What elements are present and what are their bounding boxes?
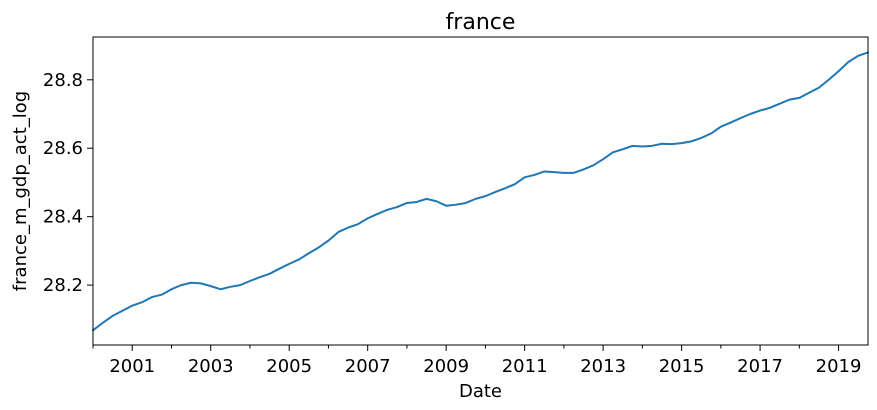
y-axis: 28.2 28.4 28.6 28.8 bbox=[43, 70, 93, 296]
y-tick-label: 28.4 bbox=[43, 207, 83, 228]
x-tick-label: 2011 bbox=[502, 356, 548, 377]
x-tick-label: 2003 bbox=[188, 356, 234, 377]
x-tick-label: 2001 bbox=[109, 356, 155, 377]
y-tick-label: 28.8 bbox=[43, 70, 83, 91]
plot-frame bbox=[92, 36, 869, 346]
x-tick-label: 2017 bbox=[737, 356, 783, 377]
y-tick-label: 28.2 bbox=[43, 275, 83, 296]
x-tick-label: 2013 bbox=[580, 356, 626, 377]
x-tick-label: 2019 bbox=[816, 356, 862, 377]
x-tick-label: 2015 bbox=[659, 356, 705, 377]
series-line bbox=[92, 51, 869, 332]
x-tick-label: 2007 bbox=[345, 356, 391, 377]
chart-title: france bbox=[446, 10, 516, 35]
x-tick-label: 2005 bbox=[266, 356, 312, 377]
x-axis: 2001 2003 2005 2007 2009 2011 2013 2015 2017 2019 bbox=[92, 345, 862, 377]
x-tick-label: 2009 bbox=[423, 356, 469, 377]
y-axis-label: france_m_gdp_act_log bbox=[10, 91, 31, 291]
x-axis-label: Date bbox=[459, 381, 502, 402]
y-tick-label: 28.6 bbox=[43, 138, 83, 159]
